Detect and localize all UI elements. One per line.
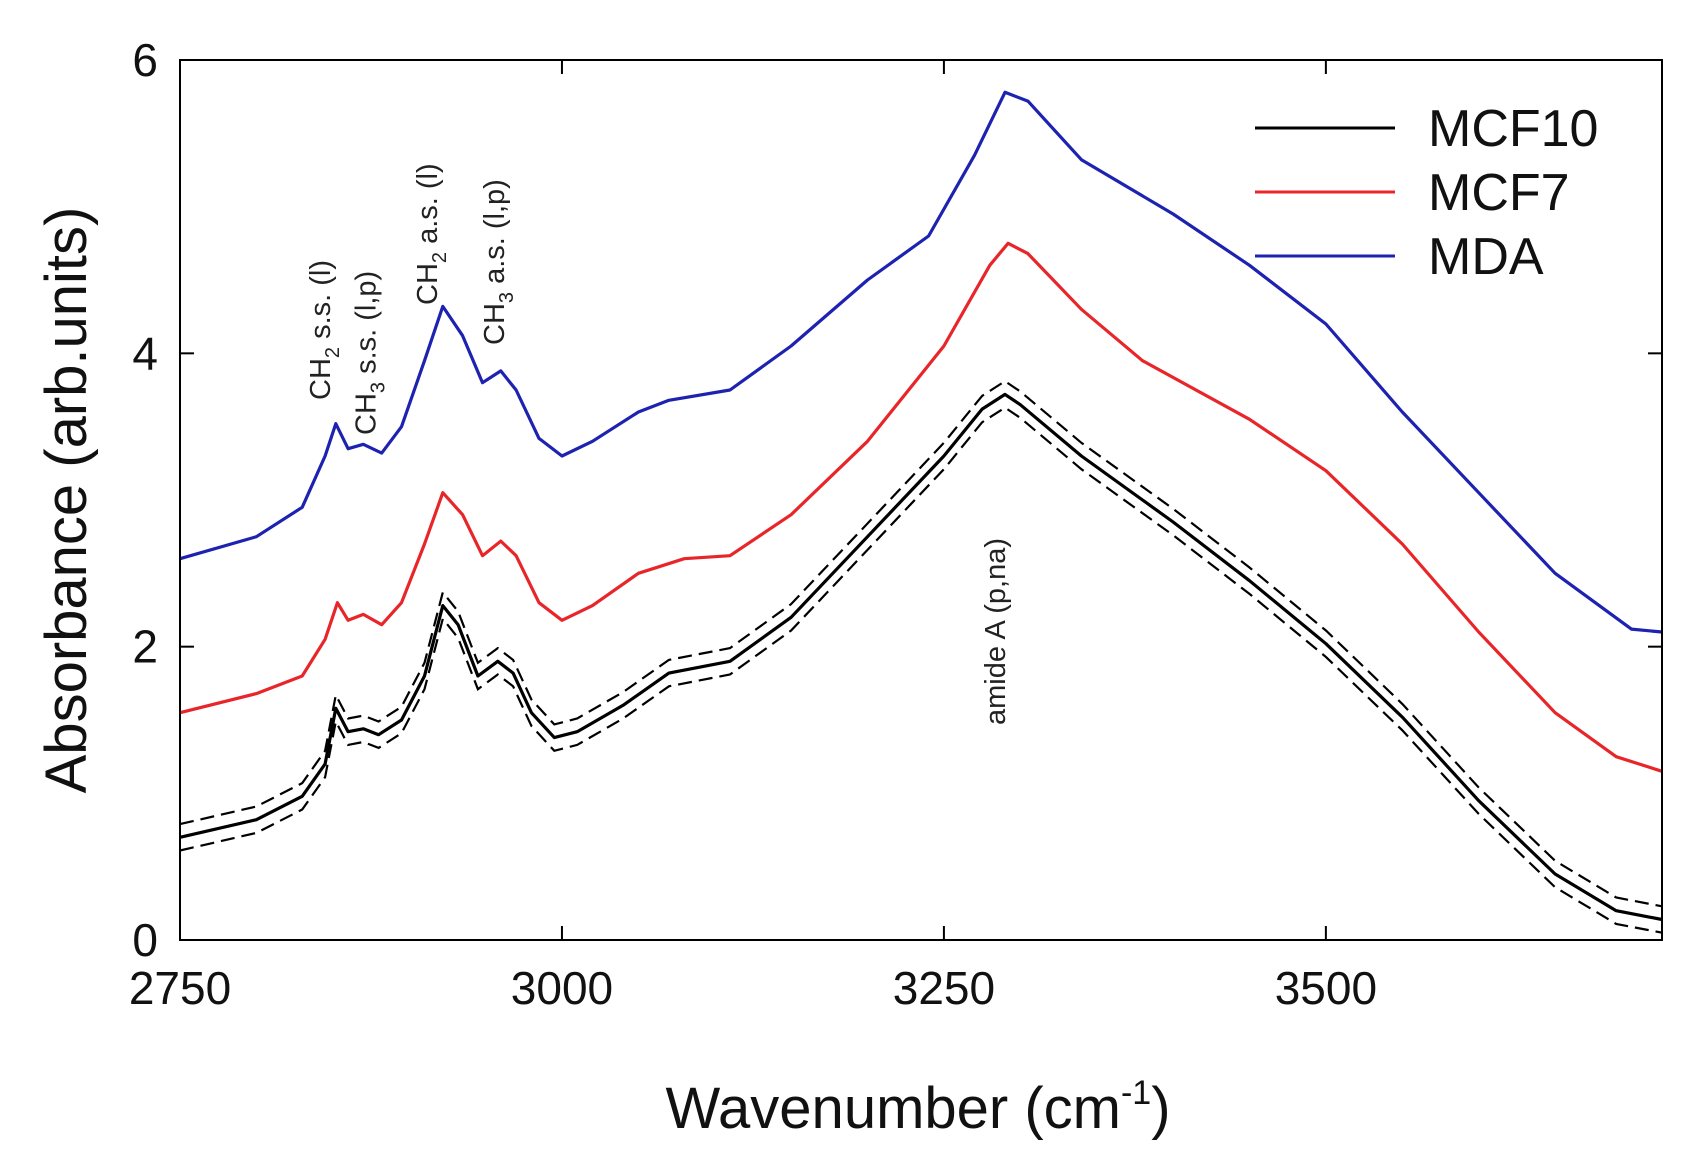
series-mda-line bbox=[179, 90, 1663, 634]
peak-annotation-text: s.s. (l,p) bbox=[351, 271, 383, 382]
y-tick-label: 2 bbox=[132, 621, 158, 673]
peak-annotation-text: s.s. (l) bbox=[305, 260, 337, 347]
peak-annotation-base: CH bbox=[479, 303, 511, 345]
y-tick-label: 4 bbox=[132, 327, 158, 379]
peak-annotation: amide A (p,na) bbox=[980, 538, 1012, 725]
peak-annotation-subscript: 3 bbox=[496, 292, 518, 303]
peak-annotation: CH3 s.s. (l,p) bbox=[351, 271, 390, 435]
series-mcf7-line bbox=[179, 241, 1663, 773]
x-tick-label: 3250 bbox=[893, 962, 995, 1014]
x-tick-label: 2750 bbox=[129, 962, 231, 1014]
peak-annotation-base: amide A (p,na) bbox=[980, 538, 1012, 725]
peak-annotation-base: CH bbox=[412, 263, 444, 305]
peak-annotation-subscript: 2 bbox=[322, 347, 344, 358]
x-axis-title: Wavenumber (cm-1) bbox=[665, 1074, 1170, 1141]
peak-annotation-text: a.s. (l,p) bbox=[479, 179, 511, 292]
peak-annotation-subscript: 3 bbox=[368, 382, 390, 393]
peak-annotation: CH2 a.s. (l) bbox=[412, 163, 451, 305]
peak-annotation-subscript: 2 bbox=[429, 252, 451, 263]
peak-annotation: CH2 s.s. (l) bbox=[305, 260, 344, 400]
x-axis-title-main: Wavenumber (cm bbox=[665, 1076, 1121, 1141]
series-mcf10-line bbox=[179, 392, 1663, 922]
legend-label-mda: MDA bbox=[1428, 228, 1544, 286]
series-layer bbox=[179, 90, 1663, 934]
peak-annotation-base: CH bbox=[305, 358, 337, 400]
y-axis-title: Absorbance (arb.units) bbox=[34, 207, 99, 794]
y-tick-label: 0 bbox=[132, 914, 158, 966]
peak-annotation-base: CH bbox=[351, 393, 383, 435]
legend: MCF10 MCF7 MDA bbox=[1255, 100, 1598, 286]
plot-frame bbox=[179, 59, 1663, 941]
x-tick-label: 3500 bbox=[1275, 962, 1377, 1014]
x-axis-title-close: ) bbox=[1151, 1076, 1170, 1141]
peak-annotation: CH3 a.s. (l,p) bbox=[479, 179, 518, 345]
legend-label-mcf7: MCF7 bbox=[1428, 164, 1570, 222]
series-mcf10-lower-band bbox=[179, 406, 1663, 934]
tick-layer: 2750 3000 3250 3500 0 2 4 6 bbox=[129, 34, 1662, 1014]
x-tick-label: 3000 bbox=[511, 962, 613, 1014]
annotation-layer: CH2 s.s. (l)CH3 s.s. (l,p) CH2 a.s. (l)CH… bbox=[305, 163, 1012, 725]
legend-label-mcf10: MCF10 bbox=[1428, 100, 1598, 158]
series-mcf10-upper-band bbox=[179, 379, 1663, 908]
y-tick-label: 6 bbox=[132, 34, 158, 86]
peak-annotation-text: a.s. (l) bbox=[412, 163, 444, 252]
x-axis-title-superscript: -1 bbox=[1121, 1074, 1151, 1112]
